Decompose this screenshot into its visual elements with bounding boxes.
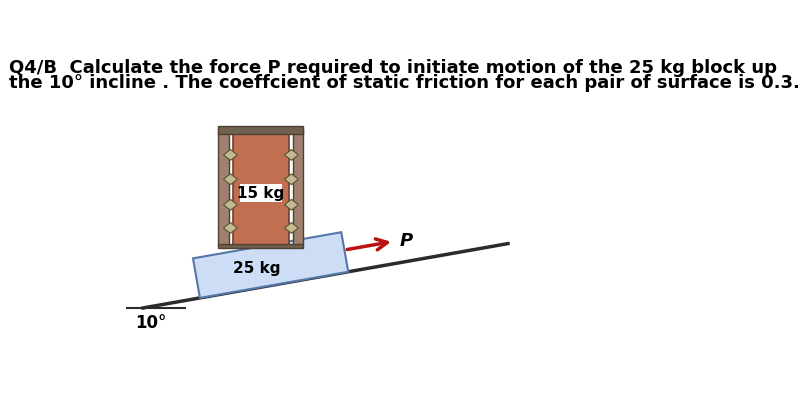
Polygon shape [223,199,238,210]
Text: Q4/B  Calculate the force P required to initiate motion of the 25 kg block up: Q4/B Calculate the force P required to i… [10,59,778,77]
Polygon shape [193,232,348,298]
Polygon shape [223,174,238,185]
Text: 10°: 10° [135,314,166,332]
Bar [293,129,303,245]
Polygon shape [285,150,298,160]
Text: the 10° incline . The coeffcient of static friction for each pair of surface is : the 10° incline . The coeffcient of stat… [10,74,800,92]
Polygon shape [285,222,298,233]
Text: 15 kg: 15 kg [238,186,285,201]
Bar [233,129,289,245]
Text: 25 kg: 25 kg [233,261,281,276]
Bar [218,129,230,245]
Polygon shape [285,174,298,185]
Bar [218,244,303,248]
Polygon shape [285,199,298,210]
Bar [218,127,303,134]
Text: P: P [399,232,413,250]
FancyBboxPatch shape [240,184,282,202]
Polygon shape [223,150,238,160]
Polygon shape [223,222,238,233]
